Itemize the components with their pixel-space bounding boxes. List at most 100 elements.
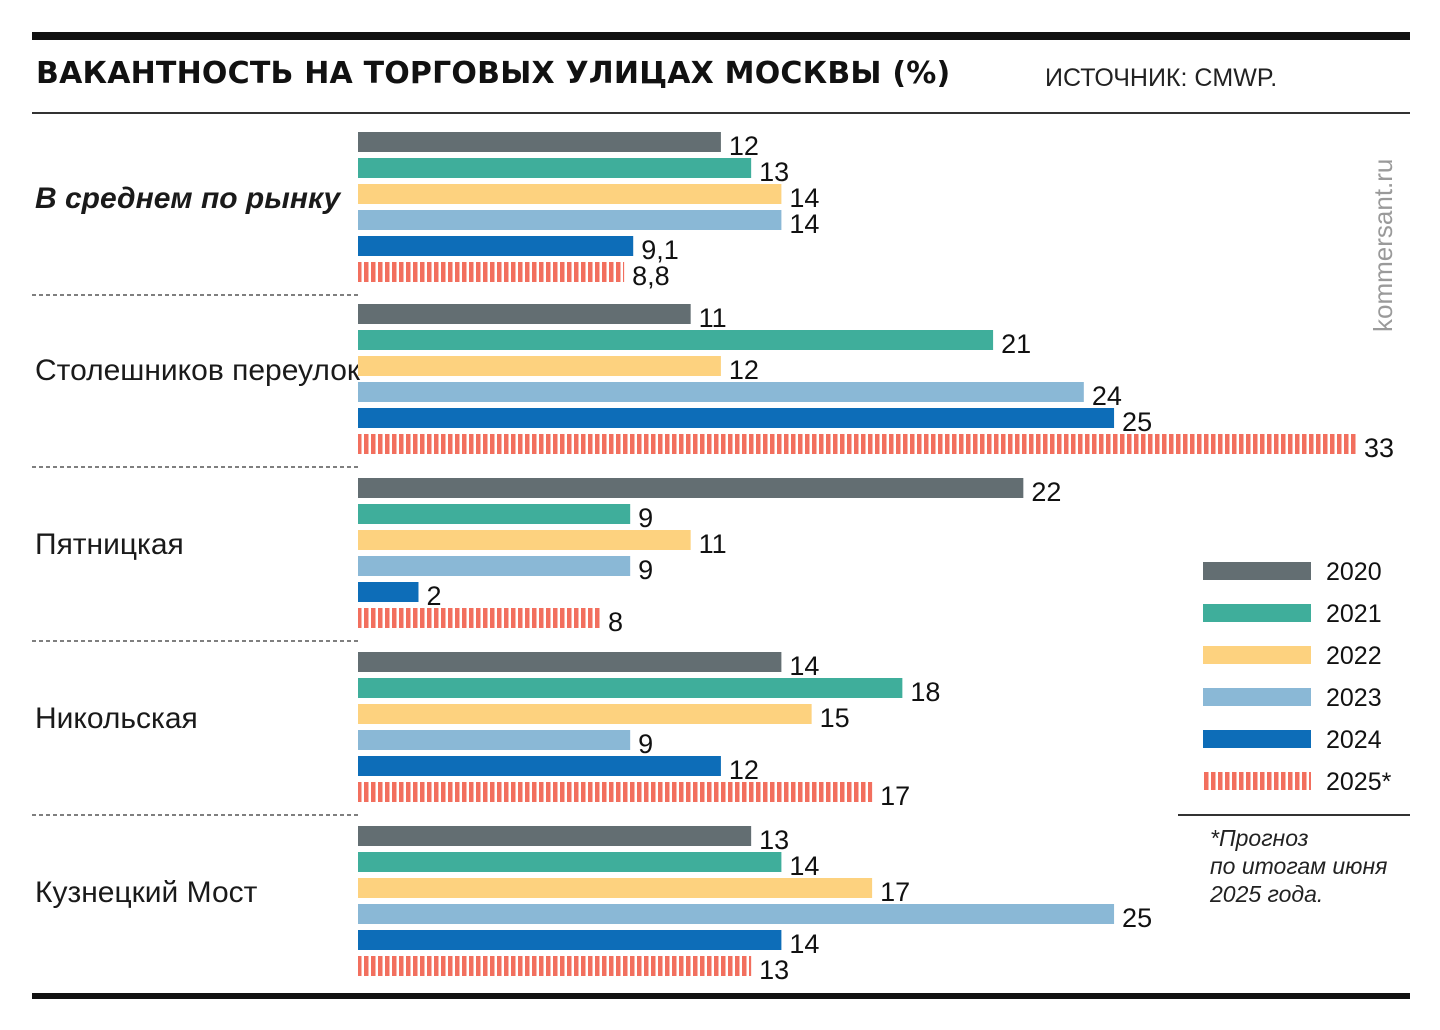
legend-swatch — [1203, 646, 1311, 664]
bar-2023-2 — [358, 556, 631, 576]
category-label: В среднем по рынку — [35, 182, 342, 215]
bar-2022-2 — [358, 530, 691, 550]
category-group: Никольская 14 18 15 9 12 17 — [32, 651, 940, 816]
data-label: 14 — [789, 651, 819, 681]
bar-2020-0 — [358, 132, 721, 152]
legend-swatch — [1203, 772, 1311, 790]
bar-2024-4 — [358, 930, 782, 950]
header-rule — [32, 112, 1410, 114]
data-label: 13 — [759, 955, 789, 985]
bar-2025-3 — [358, 782, 873, 802]
data-label: 25 — [1122, 903, 1152, 933]
note-rule — [1178, 814, 1410, 816]
legend-item: 2021 — [1203, 600, 1382, 628]
data-label: 14 — [789, 929, 819, 959]
bar-2024-3 — [358, 756, 721, 776]
data-label: 33 — [1364, 433, 1394, 463]
bar-2020-1 — [358, 304, 691, 324]
top-rule — [32, 32, 1410, 40]
data-label: 22 — [1031, 477, 1061, 507]
note-line-1: *Прогноз — [1210, 825, 1309, 851]
bar-2023-4 — [358, 904, 1115, 924]
data-label: 17 — [880, 781, 910, 811]
legend-swatch — [1203, 688, 1311, 706]
legend-label: 2023 — [1326, 684, 1382, 712]
data-label: 12 — [729, 131, 759, 161]
bar-2021-3 — [358, 678, 903, 698]
data-label: 13 — [759, 157, 789, 187]
data-label: 17 — [880, 877, 910, 907]
category-group: Пятницкая 22 9 11 9 2 8 — [32, 477, 1061, 642]
bar-2025-4 — [358, 956, 752, 976]
bar-2023-1 — [358, 382, 1084, 402]
note-line-3: 2025 года. — [1210, 881, 1324, 907]
bar-2021-4 — [358, 852, 782, 872]
category-label: Пятницкая — [35, 528, 184, 561]
legend-label: 2022 — [1326, 642, 1382, 670]
legend-swatch — [1203, 604, 1311, 622]
bar-2025-2 — [358, 608, 600, 628]
data-label: 12 — [729, 755, 759, 785]
category-label: Столешников переулок — [35, 354, 361, 387]
legend-item: 2024 — [1203, 726, 1382, 754]
data-label: 14 — [789, 183, 819, 213]
data-label: 14 — [789, 851, 819, 881]
legend-item: 2020 — [1203, 558, 1382, 586]
data-label: 9 — [638, 555, 653, 585]
bar-2022-4 — [358, 878, 873, 898]
bar-2022-1 — [358, 356, 721, 376]
data-label: 2 — [426, 581, 441, 611]
legend-label: 2021 — [1326, 600, 1382, 628]
legend-item: 2023 — [1203, 684, 1382, 712]
bar-2020-3 — [358, 652, 782, 672]
forecast-note: *Прогноз по итогам июня 2025 года. — [1210, 824, 1410, 908]
bar-2023-3 — [358, 730, 631, 750]
bar-2024-2 — [358, 582, 419, 602]
data-label: 18 — [910, 677, 940, 707]
bar-2022-3 — [358, 704, 812, 724]
bar-2021-2 — [358, 504, 631, 524]
bar-2025-1 — [358, 434, 1356, 454]
bar-2020-4 — [358, 826, 752, 846]
bar-2021-0 — [358, 158, 752, 178]
legend-item: 2025* — [1203, 768, 1392, 796]
bar-2025-0 — [358, 262, 625, 282]
legend-swatch — [1203, 562, 1311, 580]
legend-label: 2025* — [1326, 768, 1392, 796]
data-label: 13 — [759, 825, 789, 855]
bar-2024-0 — [358, 236, 634, 256]
data-label: 11 — [699, 303, 727, 333]
data-label: 15 — [820, 703, 850, 733]
bottom-rule — [32, 993, 1410, 999]
legend-item: 2022 — [1203, 642, 1382, 670]
legend-label: 2020 — [1326, 558, 1382, 586]
bar-2024-1 — [358, 408, 1115, 428]
data-label: 21 — [1001, 329, 1031, 359]
bar-2022-0 — [358, 184, 782, 204]
bar-2020-2 — [358, 478, 1024, 498]
data-label: 8 — [608, 607, 623, 637]
data-label: 9,1 — [641, 235, 679, 265]
data-label: 14 — [789, 209, 819, 239]
chart-title: ВАКАНТНОСТЬ НА ТОРГОВЫХ УЛИЦАХ МОСКВЫ (%… — [36, 56, 951, 91]
bar-2023-0 — [358, 210, 782, 230]
data-label: 8,8 — [632, 261, 670, 291]
category-label: Кузнецкий Мост — [35, 876, 258, 909]
data-label: 25 — [1122, 407, 1152, 437]
legend-swatch — [1203, 730, 1311, 748]
data-label: 9 — [638, 503, 653, 533]
data-label: 9 — [638, 729, 653, 759]
data-label: 24 — [1092, 381, 1122, 411]
category-label: Никольская — [35, 702, 198, 735]
source-label: ИСТОЧНИК: CMWP. — [1045, 64, 1278, 92]
bar-2021-1 — [358, 330, 994, 350]
data-label: 11 — [699, 529, 727, 559]
note-line-2: по итогам июня — [1210, 853, 1388, 879]
legend-label: 2024 — [1326, 726, 1382, 754]
watermark: kommersant.ru — [1368, 158, 1398, 332]
data-label: 12 — [729, 355, 759, 385]
